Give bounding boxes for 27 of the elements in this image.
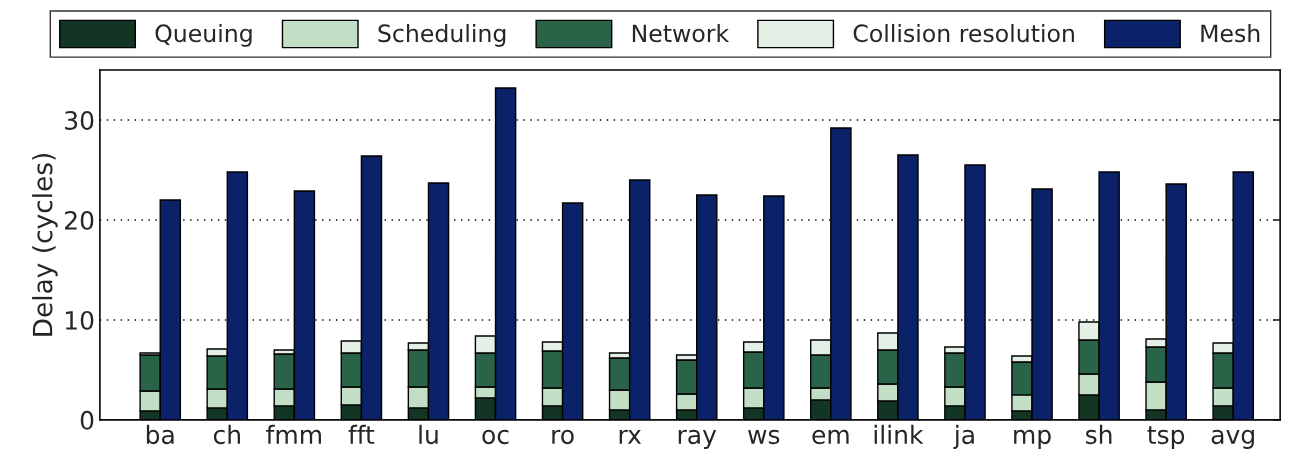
x-tick-label: ray <box>678 429 717 449</box>
y-tick-label: 10 <box>65 310 94 330</box>
x-tick-label: fmm <box>266 424 321 444</box>
x-tick-label: avg <box>1211 429 1254 449</box>
x-tick-label: tsp <box>1147 426 1185 449</box>
x-tick-label: ch <box>213 424 240 445</box>
legend-label: Mesh <box>1201 23 1260 43</box>
legend-label: Collision resolution <box>853 23 1074 43</box>
legend-label: Queuing <box>155 23 252 47</box>
x-tick-label: ro <box>552 429 574 445</box>
x-tick-label: sh <box>1086 424 1112 445</box>
x-tick-label: lu <box>419 424 438 445</box>
x-tick-label: em <box>812 429 849 445</box>
x-tick-label: ilink <box>874 424 924 444</box>
x-tick-label: ba <box>146 424 174 445</box>
y-axis-title: Delay (cycles) <box>32 153 58 336</box>
x-tick-label: fft <box>348 424 375 444</box>
x-tick-label: ws <box>748 429 780 445</box>
y-tick-label: 30 <box>65 110 94 130</box>
legend-label: Scheduling <box>378 23 506 47</box>
x-tick-label: oc <box>482 429 509 445</box>
x-tick-label: ja <box>953 424 974 449</box>
x-tick-label: mp <box>1014 429 1051 449</box>
x-tick-label: rx <box>619 429 642 444</box>
legend-label: Network <box>632 23 730 43</box>
y-tick-label: 20 <box>65 210 94 230</box>
y-tick-label: 0 <box>80 410 94 430</box>
